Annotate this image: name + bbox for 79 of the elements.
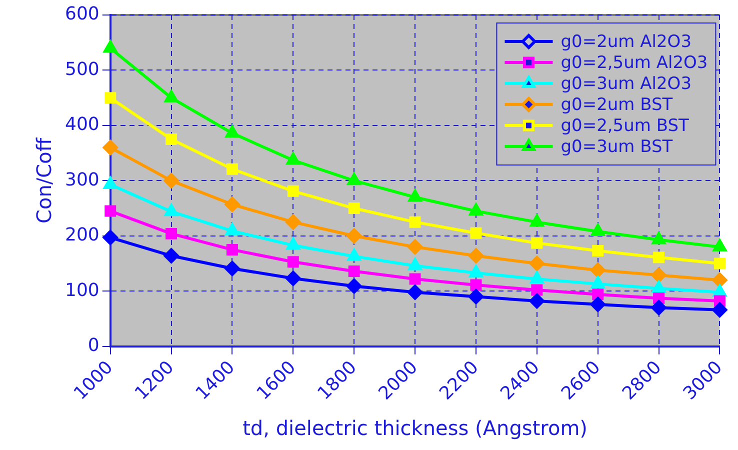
- point: [409, 273, 421, 285]
- point: [531, 284, 543, 296]
- point: [468, 248, 484, 264]
- point: [652, 280, 666, 293]
- point: [346, 228, 362, 244]
- point: [651, 268, 666, 283]
- point: [102, 230, 118, 246]
- point: [226, 163, 238, 175]
- y-tick-label: 200: [64, 224, 100, 246]
- point: [224, 196, 240, 212]
- point: [104, 177, 118, 190]
- point: [102, 140, 118, 156]
- point: [408, 239, 423, 254]
- point: [713, 284, 726, 297]
- point: [286, 214, 301, 230]
- y-axis-title: Con/Coff: [32, 136, 56, 224]
- point: [712, 302, 728, 318]
- legend-label: g0=3um Al2O3: [560, 74, 692, 94]
- y-tick-label: 400: [64, 114, 100, 136]
- legend-label: g0=2um Al2O3: [560, 32, 692, 52]
- point: [408, 190, 422, 202]
- point: [591, 276, 605, 288]
- point: [104, 92, 116, 104]
- point: [104, 205, 116, 217]
- y-tick-label: 600: [64, 4, 100, 25]
- point: [286, 238, 300, 250]
- point: [713, 239, 726, 252]
- point: [286, 270, 301, 286]
- point: [224, 260, 240, 276]
- point: [470, 227, 482, 239]
- legend-label: g0=3um BST: [560, 136, 674, 157]
- point: [104, 40, 118, 53]
- point: [469, 265, 483, 278]
- point: [592, 288, 604, 300]
- point: [712, 272, 728, 288]
- legend-label: g0=2,5um BST: [560, 116, 690, 136]
- point: [408, 258, 422, 270]
- legend-label: g0=2um BST: [560, 94, 674, 115]
- point: [286, 152, 300, 165]
- point: [469, 204, 483, 216]
- y-tick-label: 300: [64, 169, 100, 190]
- point: [592, 245, 604, 257]
- point: [164, 173, 179, 188]
- point: [346, 278, 362, 294]
- point: [531, 237, 543, 249]
- point: [164, 204, 178, 216]
- y-tick-label: 500: [64, 58, 100, 80]
- point: [409, 216, 421, 228]
- point: [653, 252, 665, 264]
- point: [651, 300, 666, 316]
- y-tick-label: 0: [88, 335, 100, 356]
- point: [529, 256, 544, 271]
- point: [468, 289, 484, 304]
- point: [226, 244, 238, 256]
- point: [590, 262, 606, 278]
- point: [226, 126, 239, 138]
- legend-label: g0=2,5um Al2O3: [560, 52, 708, 73]
- point: [591, 224, 605, 236]
- point: [529, 294, 544, 309]
- point: [590, 296, 606, 312]
- point: [287, 256, 299, 268]
- point: [714, 258, 726, 270]
- point: [164, 90, 178, 102]
- point: [226, 223, 239, 236]
- point: [347, 248, 361, 261]
- point: [408, 284, 423, 300]
- point: [287, 185, 299, 197]
- point: [348, 265, 360, 277]
- y-tick-label: 100: [64, 280, 100, 301]
- x-axis-title: td, dielectric thickness (Angstrom): [242, 416, 588, 440]
- point: [164, 248, 179, 264]
- point: [166, 228, 178, 240]
- point: [347, 173, 361, 186]
- point: [530, 271, 544, 284]
- point: [652, 232, 666, 244]
- point: [470, 279, 482, 291]
- point: [166, 134, 178, 145]
- point: [530, 214, 544, 227]
- point: [348, 202, 360, 214]
